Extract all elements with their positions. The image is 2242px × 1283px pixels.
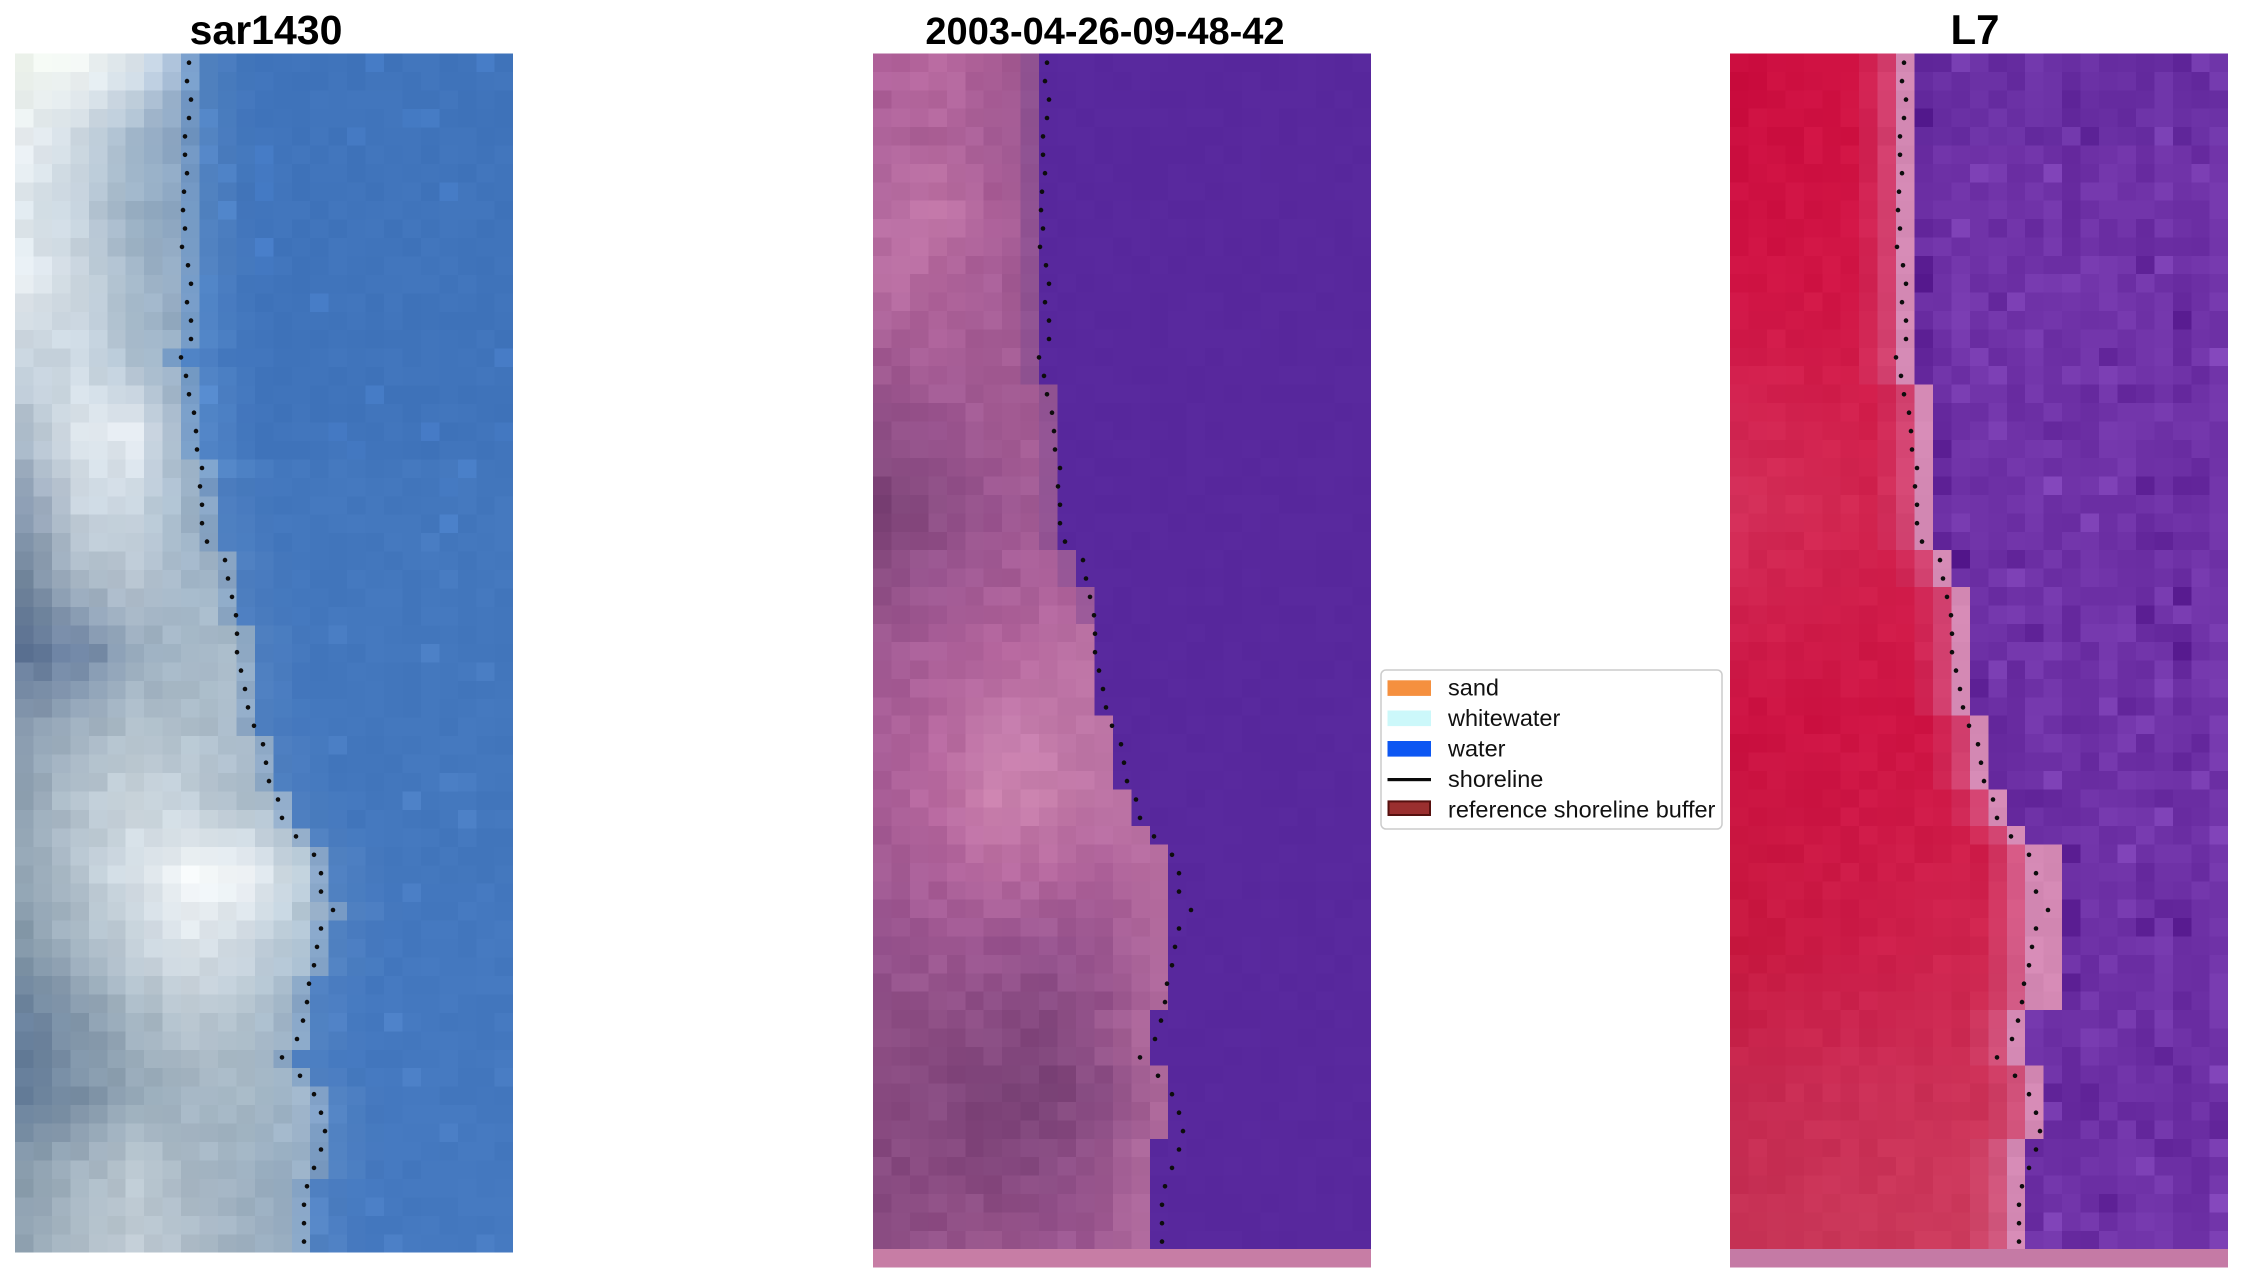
svg-text:L7: L7 xyxy=(1950,6,1999,53)
svg-text:sand: sand xyxy=(1448,675,1499,701)
svg-text:whitewater: whitewater xyxy=(1447,705,1560,731)
svg-text:2003-04-26-09-48-42: 2003-04-26-09-48-42 xyxy=(925,11,1284,53)
svg-text:water: water xyxy=(1447,736,1506,762)
svg-text:reference shoreline buffer: reference shoreline buffer xyxy=(1448,797,1716,823)
svg-text:shoreline: shoreline xyxy=(1448,766,1543,792)
svg-text:sar1430: sar1430 xyxy=(190,7,343,53)
